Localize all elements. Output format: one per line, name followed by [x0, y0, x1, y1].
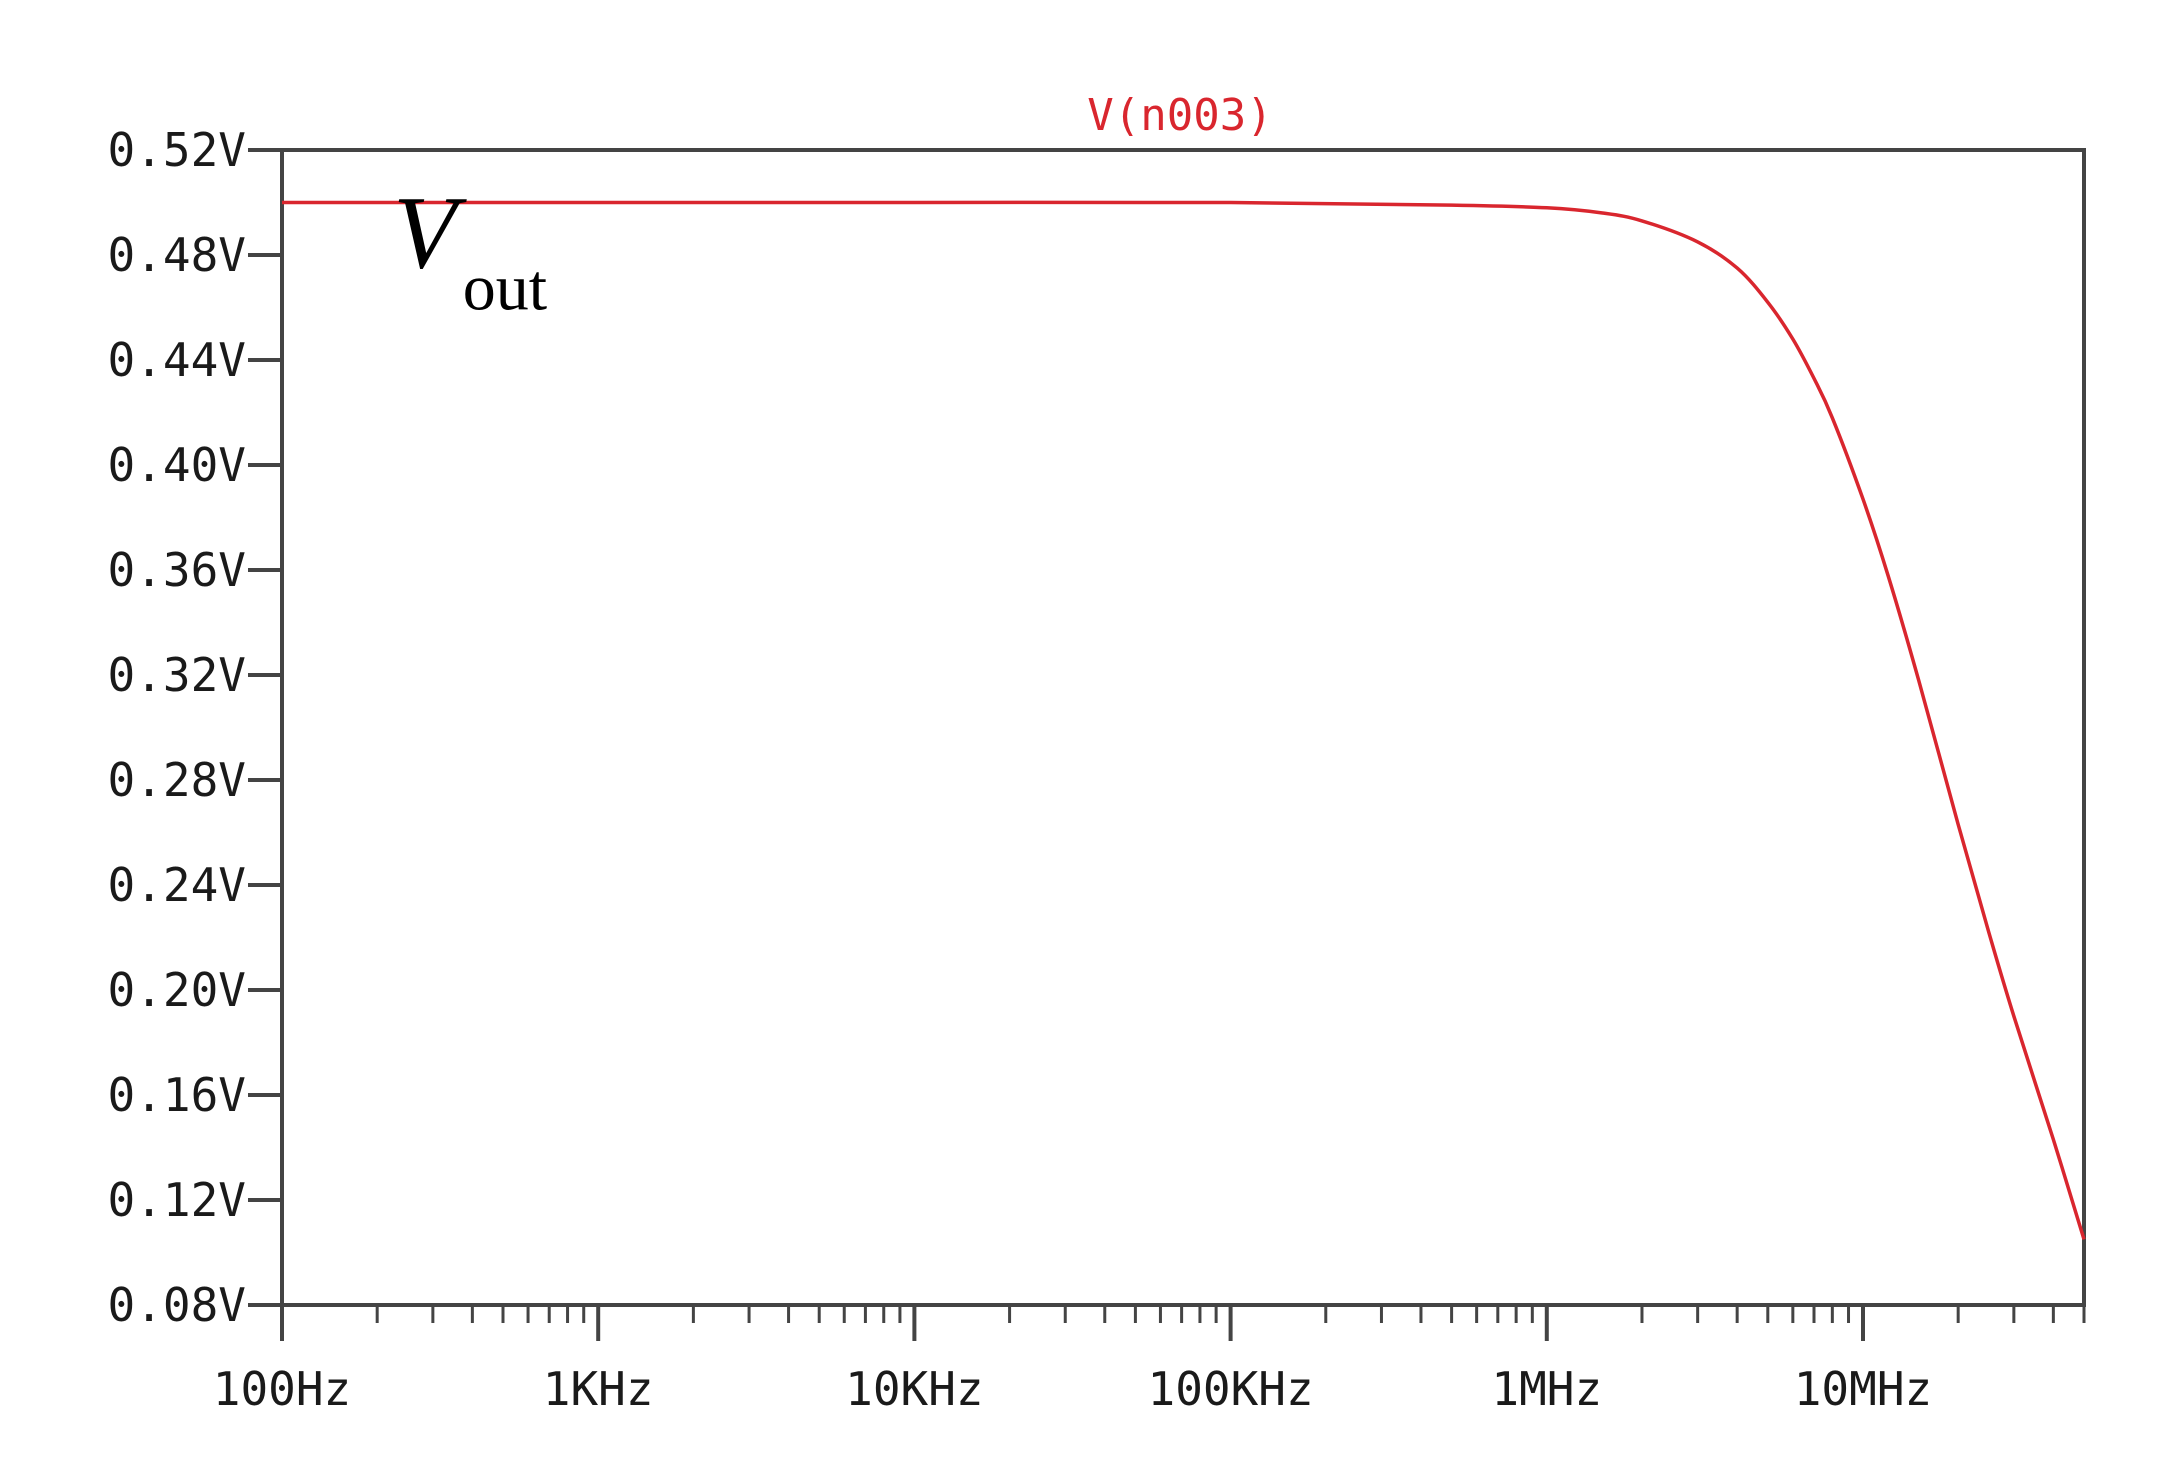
vout-annotation: Vout	[393, 176, 547, 325]
vout-annotation-main: V	[393, 176, 467, 291]
y-tick-label: 0.48V	[108, 228, 246, 282]
x-axis: 100Hz 1KHz 10KHz 100KHz 1MHz 10MHz	[213, 1305, 2086, 1416]
vout-annotation-subscript: out	[463, 252, 547, 325]
plot-frame	[280, 148, 2086, 1307]
y-axis: 0.52V 0.48V 0.44V 0.40V 0.36V 0.32V 0.28V 0.24V…	[108, 123, 282, 1332]
x-tick-label: 100Hz	[213, 1362, 351, 1416]
y-tick-label: 0.44V	[108, 333, 246, 387]
series-layer	[282, 200, 2086, 1240]
y-tick-label: 0.52V	[108, 123, 246, 177]
x-tick-label: 10KHz	[845, 1362, 983, 1416]
x-tick-label: 1KHz	[543, 1362, 654, 1416]
x-tick-label: 100KHz	[1148, 1362, 1314, 1416]
y-tick-label: 0.12V	[108, 1173, 246, 1227]
y-tick-label: 0.08V	[108, 1278, 246, 1332]
y-tick-label: 0.24V	[108, 858, 246, 912]
series-line	[282, 200, 2086, 1240]
y-tick-label: 0.28V	[108, 753, 246, 807]
y-tick-label: 0.36V	[108, 543, 246, 597]
y-tick-label: 0.20V	[108, 963, 246, 1017]
x-tick-label: 10MHz	[1794, 1362, 1932, 1416]
y-tick-label: 0.32V	[108, 648, 246, 702]
y-tick-label: 0.16V	[108, 1068, 246, 1122]
chart-title: V(n003)	[1087, 90, 1272, 141]
x-tick-label: 1MHz	[1491, 1362, 1602, 1416]
y-tick-label: 0.40V	[108, 438, 246, 492]
